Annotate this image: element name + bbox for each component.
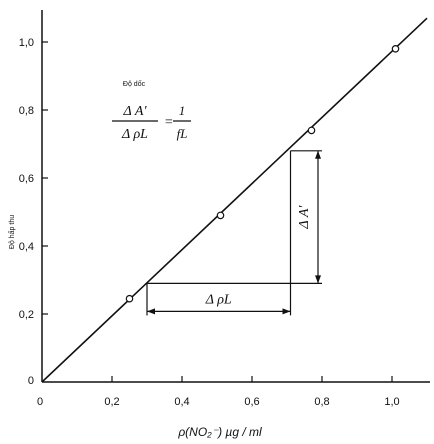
- formula-rhs-denominator: fL: [177, 126, 188, 141]
- axes: [41, 10, 430, 383]
- tick-labels: 0 0,2 0,4 0,6 0,8 1,0 0 0,2 0,4 0,6 0,8 1,0: [19, 37, 400, 408]
- x-axis-title: ρ(NO₂⁻) µg / ml: [177, 425, 262, 439]
- x-tick-label: 0,6: [244, 396, 259, 408]
- slope-annotation: Độ dốc Δ A′ Δ ρL = 1 fL: [112, 79, 191, 142]
- y-tick-label: 1,0: [19, 37, 34, 49]
- data-point: [216, 211, 225, 220]
- annotation-title: Độ dốc: [123, 79, 146, 88]
- slope-triangle: [146, 150, 322, 316]
- data-point: [391, 44, 400, 53]
- delta-y-label: Δ A′: [297, 205, 312, 230]
- data-points: [125, 44, 400, 303]
- y-axis-title: Độ hấp thu: [7, 215, 16, 249]
- y-tick-label: 0,2: [19, 309, 34, 321]
- formula-rhs-numerator: 1: [179, 103, 186, 118]
- y-tick-label: 0: [28, 375, 34, 387]
- delta-x-label: Δ ρL: [205, 292, 232, 307]
- data-point: [307, 126, 316, 135]
- delta-x-arrowhead-right: [282, 308, 291, 315]
- fit-line: [41, 17, 428, 383]
- ticks: [42, 41, 393, 382]
- y-tick-label: 0,8: [19, 105, 34, 117]
- data-point: [125, 294, 134, 303]
- x-tick-label: 1,0: [384, 396, 399, 408]
- delta-y-arrowhead-top: [315, 150, 321, 159]
- y-tick-label: 0,6: [19, 173, 34, 185]
- delta-x-arrowhead-left: [147, 308, 155, 315]
- x-tick-label: 0,2: [104, 396, 119, 408]
- formula-denominator: Δ ρL: [121, 127, 148, 142]
- x-tick-label: 0: [37, 396, 43, 408]
- y-tick-label: 0,4: [19, 241, 34, 253]
- delta-y-arrowhead-bottom: [315, 275, 321, 284]
- formula-numerator: Δ A′: [122, 104, 147, 119]
- x-tick-label: 0,8: [314, 396, 329, 408]
- formula-equals: =: [164, 115, 173, 130]
- x-tick-label: 0,4: [174, 396, 189, 408]
